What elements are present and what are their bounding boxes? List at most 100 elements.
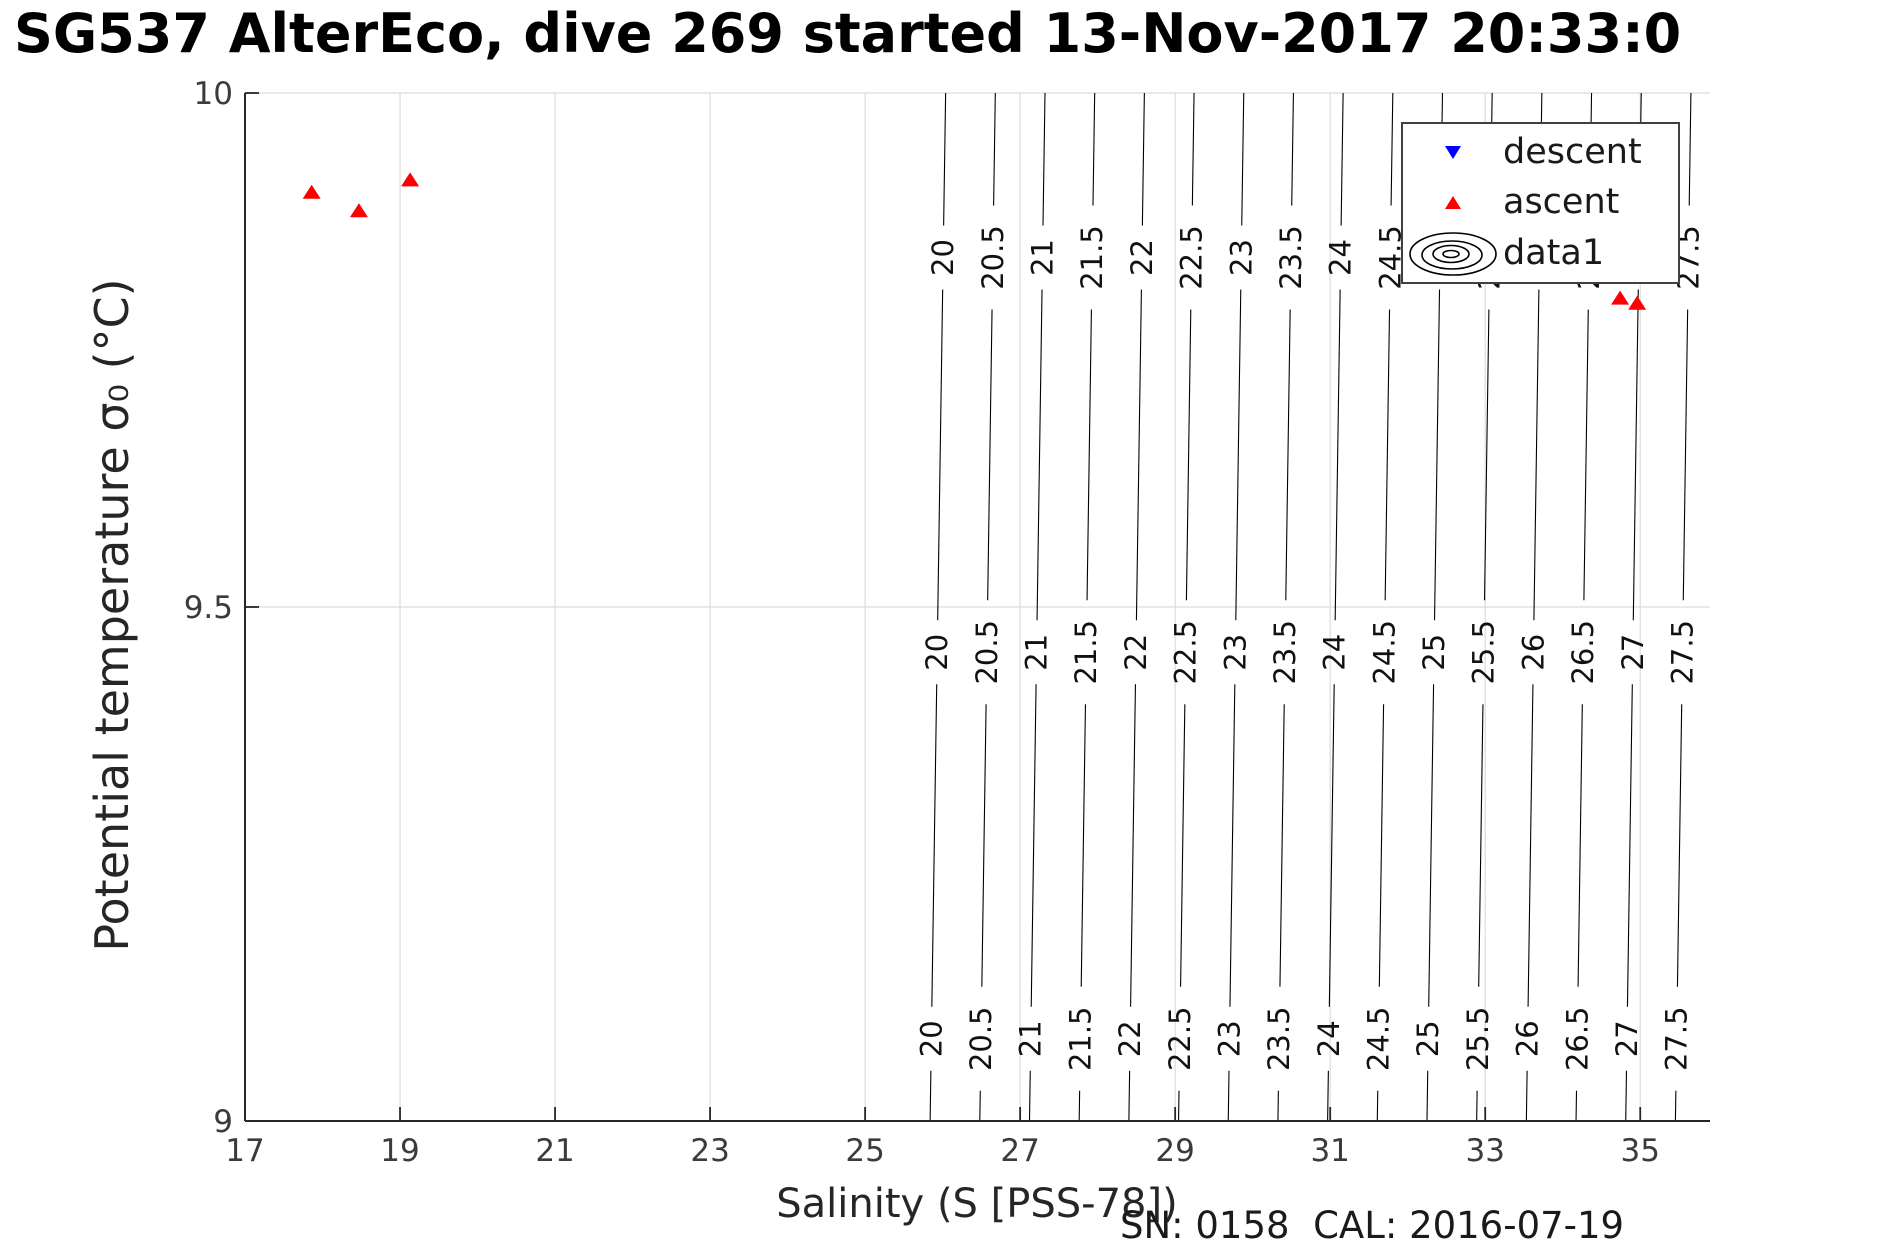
plot-title: SG537 AlterEco, dive 269 started 13-Nov-… [14,2,1682,65]
contour-label: 26.5 [1566,620,1600,685]
x-tick-label: 19 [380,1133,419,1169]
contour-line [1285,309,1291,601]
contour-label: 21 [1014,1020,1048,1057]
contour-label: 22 [1113,1020,1147,1057]
contour-label: 25.5 [1467,620,1501,685]
contour-label: 22.5 [1163,1006,1197,1071]
ascent-marker [1611,290,1630,305]
contour-line [1291,92,1294,206]
contour-line [1583,309,1589,601]
contour-label: 24 [1324,239,1358,276]
contour-line [1030,684,1037,1007]
x-tick-label: 23 [690,1133,729,1169]
contour-label: 23 [1218,634,1252,671]
contour-line [1478,704,1484,987]
contour-label: 24.5 [1362,1006,1396,1071]
contour-label: 20 [914,1020,948,1057]
contour-label: 22.5 [1175,225,1209,290]
contour-line [1626,684,1633,1007]
contour-label: 20 [920,634,954,671]
contour-label: 22 [1125,239,1159,276]
legend-item-data1: data1 [1403,229,1678,279]
contour-label: 27.5 [1665,620,1699,685]
contour-line [1080,704,1087,987]
contour-label: 26 [1511,1020,1545,1057]
contour-label: 23.5 [1262,1006,1296,1071]
x-tick-label: 27 [1000,1133,1039,1169]
contour-line [1428,684,1435,1007]
x-tick-label: 21 [535,1133,574,1169]
contour-label: 24.5 [1367,620,1401,685]
contour-rings-icon [1403,230,1503,278]
contour-label: 24 [1312,1020,1346,1057]
legend: descent ascent data1 [1401,122,1680,284]
contour-line [1185,309,1192,601]
contour-label: 20.5 [976,225,1010,290]
contour-line [931,684,938,1007]
contour-label: 23 [1224,239,1258,276]
contour-line [1028,1070,1031,1122]
contour-line [1328,684,1335,1007]
contour-label: 22.5 [1169,620,1203,685]
contour-label: 23 [1212,1020,1246,1057]
contour-line [1130,684,1137,1007]
contour-label: 25.5 [1461,1006,1495,1071]
contour-line [943,92,947,226]
x-tick-label: 17 [225,1133,264,1169]
contour-label: 20.5 [964,1006,998,1071]
contour-label: 20 [926,239,960,276]
contour-line [1241,92,1245,226]
x-tick-label: 25 [845,1133,884,1169]
contour-line [1676,704,1683,987]
contour-line [1227,1070,1230,1122]
contour-line [1279,704,1285,987]
contour-label: 23.5 [1274,225,1308,290]
legend-item-ascent: ascent [1403,178,1678,228]
contour-label: 21.5 [1063,1006,1097,1071]
contour-line [1092,92,1096,206]
ascent-marker [349,203,368,218]
ascent-marker [1628,295,1647,310]
y-tick-label: 10 [194,76,233,112]
contour-line [1235,289,1242,621]
x-tick-label: 35 [1621,1133,1660,1169]
x-tick-label: 33 [1465,1133,1504,1169]
triangle-down-icon [1403,143,1503,161]
x-tick-label: 31 [1310,1133,1349,1169]
contour-label: 21 [1020,634,1054,671]
contour-line [1340,92,1344,226]
contour-line [1625,1070,1628,1122]
legend-label: descent [1503,131,1642,172]
contour-line [993,92,996,206]
serial-calibration-text: SN: 0158 CAL: 2016-07-19 [1120,1204,1625,1247]
contour-line [1327,1070,1329,1122]
contour-label: 23.5 [1268,620,1302,685]
x-axis-label: Salinity (S [PSS-78]) [776,1181,1178,1227]
ascent-marker [302,184,321,199]
legend-label: ascent [1503,182,1620,223]
contour-label: 21.5 [1075,225,1109,290]
contour-line [1533,289,1540,621]
contour-line [1384,309,1391,601]
contour-label: 26.5 [1560,1006,1594,1071]
contour-label: 26 [1516,634,1550,671]
contour-line [1390,92,1394,206]
contour-line [1334,289,1341,621]
contour-label: 25 [1411,1020,1445,1057]
contour-line [1426,1070,1429,1122]
contour-line [929,1070,932,1122]
contour-label: 21.5 [1069,620,1103,685]
contour-label: 22 [1119,634,1153,671]
x-tick-label: 29 [1155,1133,1194,1169]
legend-item-descent: descent [1403,127,1678,177]
contour-line [1128,1070,1131,1122]
contour-line [987,309,993,601]
contour-line [1378,704,1385,987]
triangle-up-icon [1403,194,1503,212]
contour-line [1086,309,1092,601]
contour-line [1135,289,1142,621]
contour-line [1042,92,1046,226]
contour-line [1527,684,1534,1007]
contour-label: 25 [1417,634,1451,671]
